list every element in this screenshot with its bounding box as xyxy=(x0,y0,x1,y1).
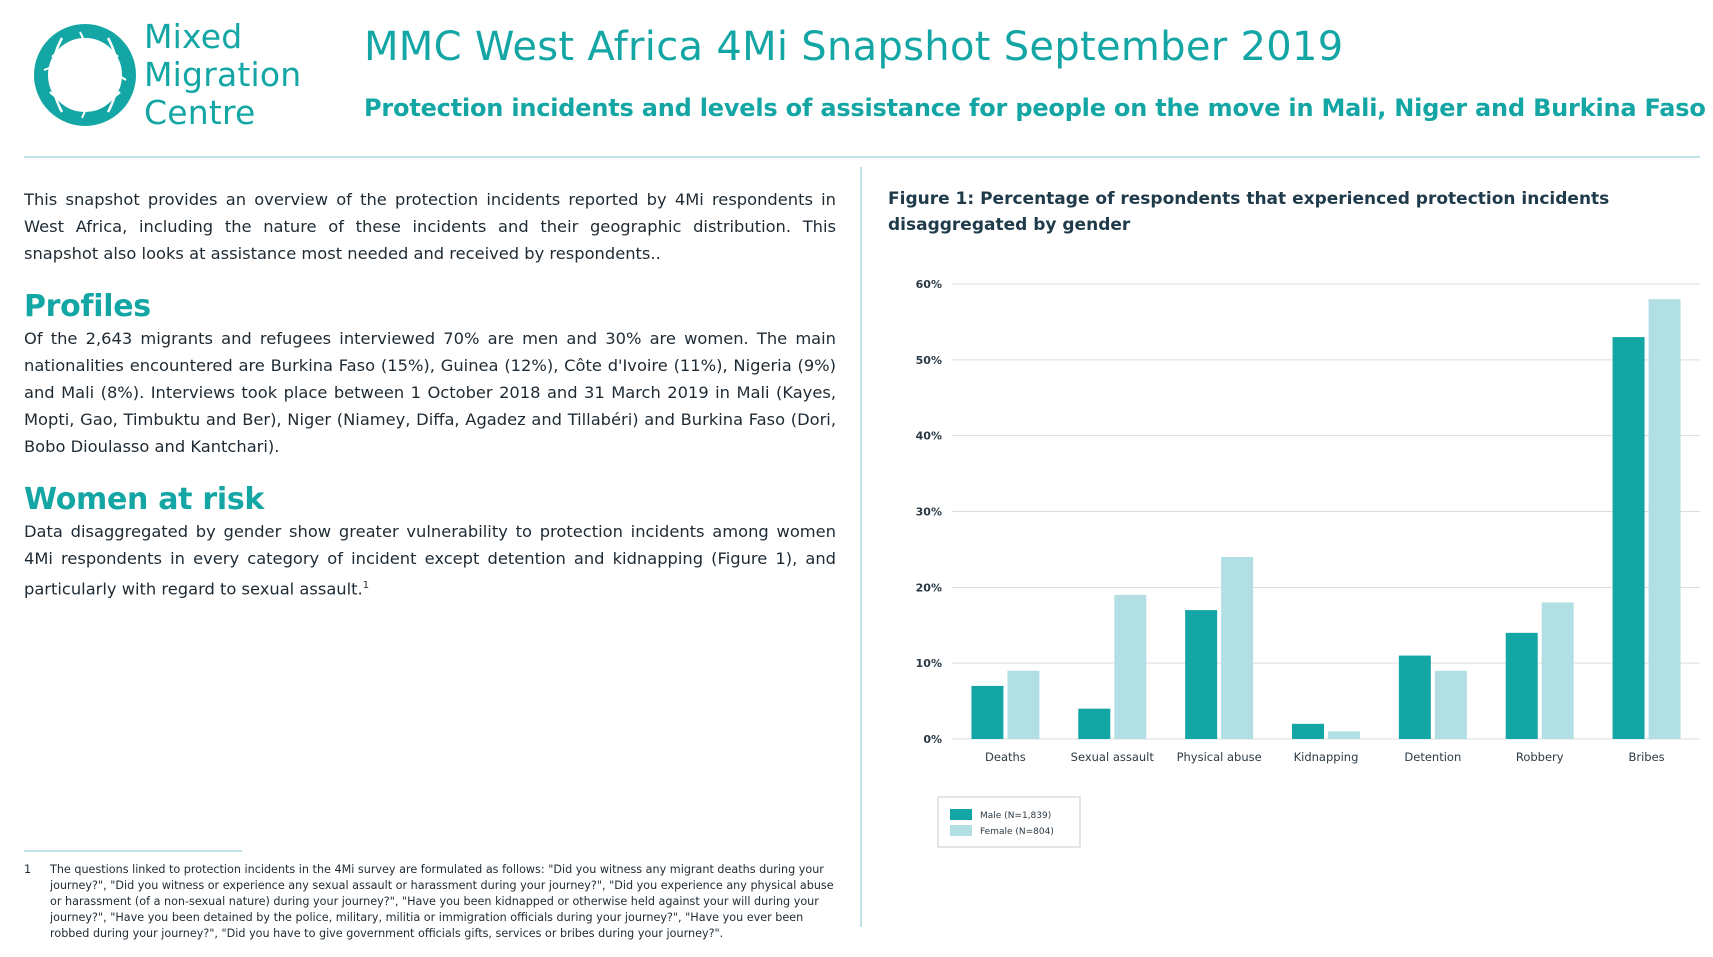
figure-title: Figure 1: Percentage of respondents that… xyxy=(888,189,1610,235)
bar xyxy=(1328,731,1360,739)
column-divider xyxy=(860,167,862,927)
bar xyxy=(1185,610,1218,739)
bar xyxy=(1221,557,1254,739)
logo-line: Migration xyxy=(144,55,302,94)
y-tick-label: 30% xyxy=(916,506,942,519)
bar xyxy=(1648,299,1681,739)
page-header: Mixed Migration Centre MMC West Africa 4… xyxy=(0,0,1713,160)
bar xyxy=(1434,670,1467,739)
x-tick-label: Kidnapping xyxy=(1294,750,1359,764)
footnote-ref[interactable]: 1 xyxy=(362,580,370,591)
bar xyxy=(1114,594,1147,739)
bar-chart: 0% 10% 20% 30% 40% 50% 60% Deaths Sexual assault… xyxy=(888,264,1700,854)
legend-label: Female (N=804) xyxy=(980,827,1054,837)
x-tick-label: Robbery xyxy=(1516,750,1564,764)
footnote-text: The questions linked to protection incid… xyxy=(50,863,834,940)
bar xyxy=(1292,723,1324,739)
bar xyxy=(1612,337,1645,739)
bar xyxy=(1007,670,1040,739)
footnote-number: 1 xyxy=(24,863,32,876)
legend-swatch xyxy=(950,809,972,820)
bar xyxy=(1541,602,1574,739)
y-tick-label: 60% xyxy=(916,278,942,291)
y-tick-label: 40% xyxy=(916,430,942,443)
x-tick-label: Detention xyxy=(1404,750,1461,764)
mmc-logo: Mixed Migration Centre xyxy=(32,18,332,132)
x-tick-label: Sexual assault xyxy=(1071,750,1155,764)
footnote: 1 The questions linked to protection inc… xyxy=(24,862,836,942)
bar xyxy=(971,685,1004,739)
bar xyxy=(1078,708,1111,739)
legend-swatch xyxy=(950,825,972,836)
left-column: This snapshot provides an overview of th… xyxy=(24,186,836,602)
page-subtitle: Protection incidents and levels of assis… xyxy=(364,94,1706,122)
bar xyxy=(1398,655,1431,739)
header-divider xyxy=(24,156,1700,158)
y-tick-label: 10% xyxy=(916,657,942,670)
x-tick-label: Bribes xyxy=(1628,750,1664,764)
women-at-risk-heading: Women at risk xyxy=(24,482,265,517)
logo-line: Centre xyxy=(144,93,256,132)
chart-svg: 0% 10% 20% 30% 40% 50% 60% Deaths Sexual assault… xyxy=(916,278,1700,848)
profiles-paragraph: Of the 2,643 migrants and refugees inter… xyxy=(24,329,836,456)
bar xyxy=(1505,632,1538,739)
legend-label: Male (N=1,839) xyxy=(980,811,1051,821)
logo-wordmark: Mixed Migration Centre xyxy=(144,18,301,132)
women-at-risk-text: Data disaggregated by gender show greate… xyxy=(24,522,836,599)
profiles-heading: Profiles xyxy=(24,289,151,324)
x-tick-label: Deaths xyxy=(985,750,1026,764)
intro-paragraph: This snapshot provides an overview of th… xyxy=(24,190,836,263)
legend-box xyxy=(937,796,1081,848)
women-at-risk-paragraph: Data disaggregated by gender show greate… xyxy=(24,518,836,602)
y-tick-label: 0% xyxy=(923,733,942,746)
footnote-divider xyxy=(24,850,242,852)
y-tick-label: 50% xyxy=(916,354,942,367)
y-tick-label: 20% xyxy=(916,581,942,594)
logo-line: Mixed xyxy=(144,17,243,56)
mmc-logo-icon xyxy=(34,24,136,126)
x-tick-label: Physical abuse xyxy=(1177,750,1262,764)
page-title: MMC West Africa 4Mi Snapshot September 2… xyxy=(364,24,1344,70)
